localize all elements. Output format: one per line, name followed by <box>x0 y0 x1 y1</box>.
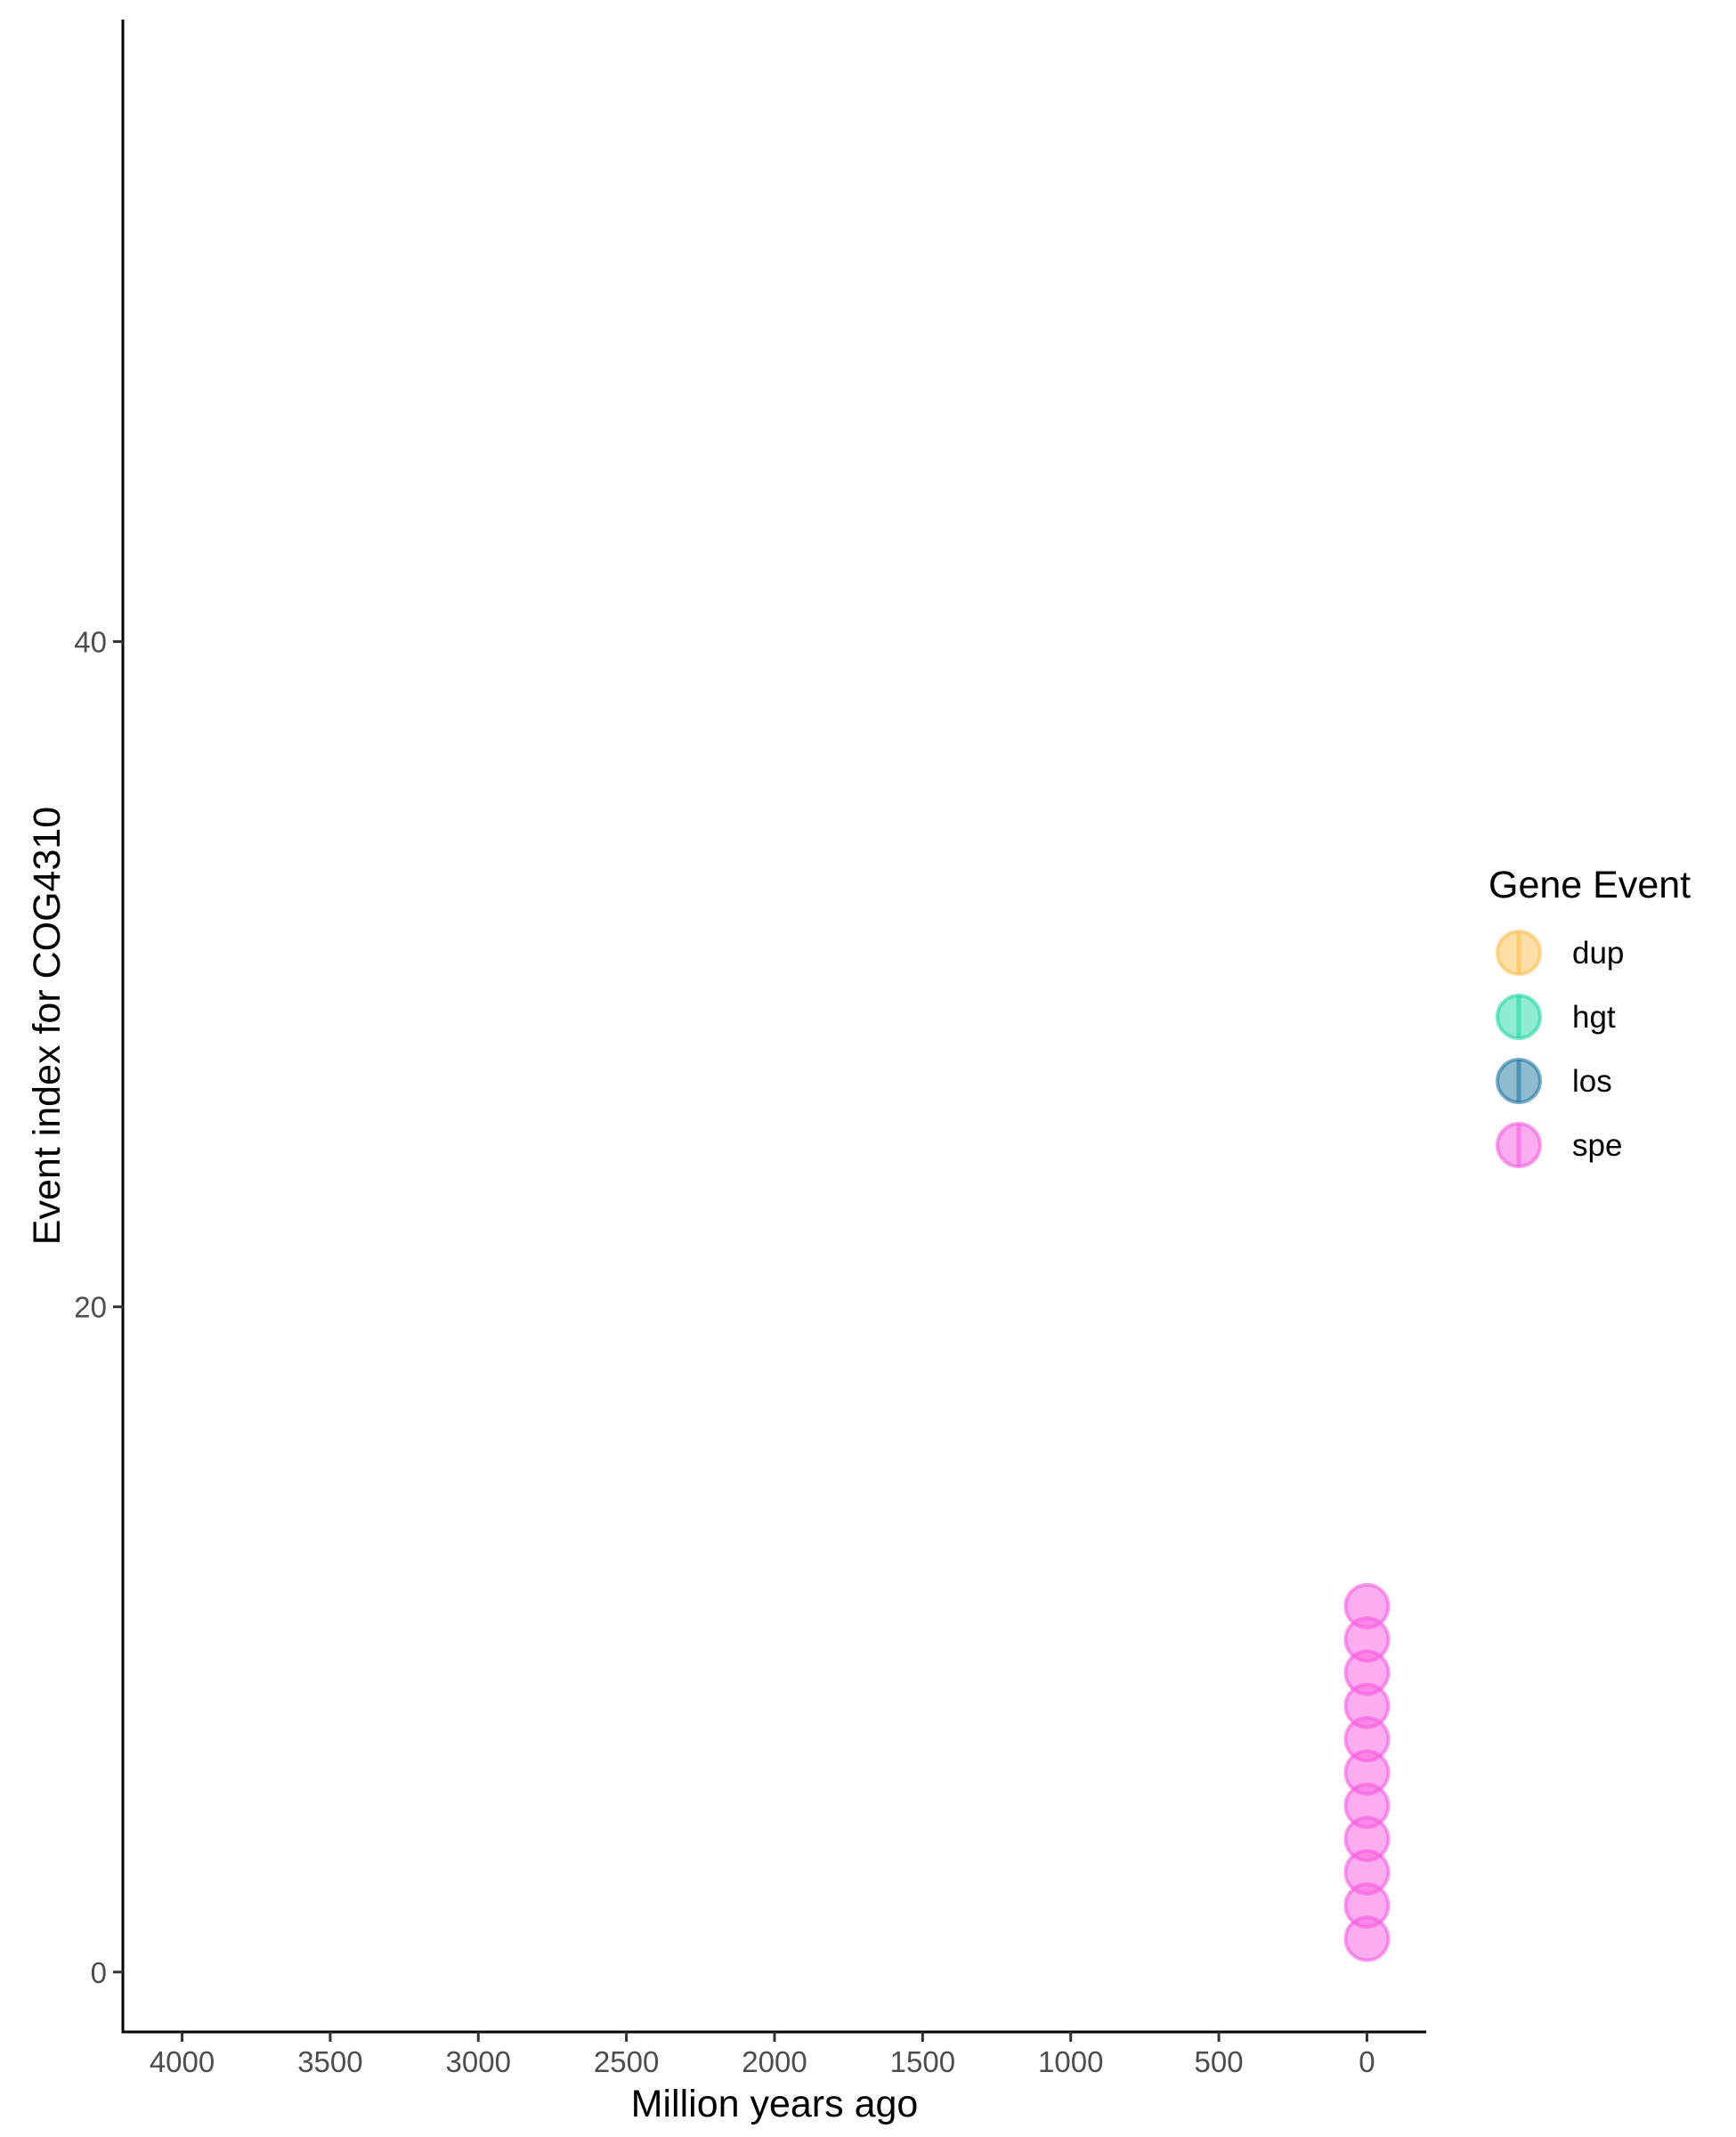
x-tick-label: 1000 <box>1038 2045 1103 2078</box>
x-axis-title: Million years ago <box>631 2083 919 2125</box>
y-tick-label: 40 <box>74 626 107 659</box>
x-tick-label: 2500 <box>594 2045 659 2078</box>
y-tick-label: 20 <box>74 1291 107 1324</box>
data-points <box>1343 1582 1391 1962</box>
x-tick-label: 3500 <box>297 2045 362 2078</box>
legend: Gene Event dup hgt los spe <box>1489 864 1691 1168</box>
x-tick-label: 3000 <box>446 2045 511 2078</box>
x-ticks: 4000 3500 3000 2500 2000 1500 1000 500 0 <box>150 2032 1375 2078</box>
legend-label-hgt: hgt <box>1572 1000 1616 1035</box>
y-axis-title: Event index for COG4310 <box>26 807 69 1245</box>
legend-title: Gene Event <box>1489 864 1691 906</box>
legend-label-spe: spe <box>1572 1128 1622 1163</box>
data-point-spe <box>1343 1582 1391 1629</box>
x-tick-label: 0 <box>1359 2045 1375 2078</box>
axes <box>121 20 1426 2034</box>
x-tick-label: 4000 <box>150 2045 215 2078</box>
y-ticks: 0 20 40 <box>74 626 123 1989</box>
x-tick-label: 1500 <box>890 2045 955 2078</box>
y-tick-label: 0 <box>91 1956 107 1989</box>
x-tick-label: 2000 <box>742 2045 807 2078</box>
legend-label-los: los <box>1572 1064 1612 1099</box>
x-tick-label: 500 <box>1195 2045 1244 2078</box>
legend-label-dup: dup <box>1572 936 1624 971</box>
